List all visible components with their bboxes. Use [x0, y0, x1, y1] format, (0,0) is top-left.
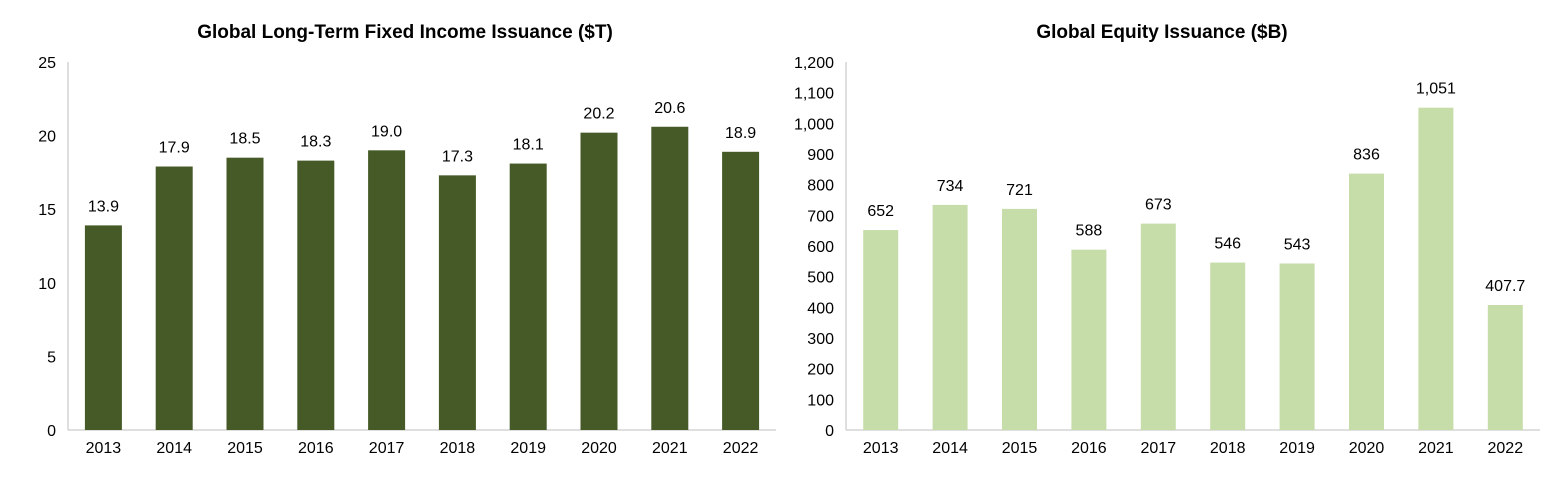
x-tick-label: 2018 — [1210, 440, 1246, 457]
bar-2021 — [1418, 107, 1454, 431]
y-tick-label: 1,000 — [794, 116, 834, 133]
y-tick-label: 300 — [807, 331, 834, 348]
x-tick-label: 2021 — [652, 440, 688, 457]
x-tick-label: 2015 — [227, 440, 263, 457]
x-tick-label: 2013 — [863, 440, 899, 457]
bar-2014 — [155, 166, 193, 430]
y-tick-label: 1,200 — [794, 55, 834, 72]
data-label: 1,051 — [1416, 81, 1456, 98]
x-tick-label: 2021 — [1418, 440, 1454, 457]
y-tick-label: 10 — [38, 276, 56, 293]
bar-2018 — [438, 175, 476, 430]
bar-2013 — [863, 230, 899, 430]
data-label: 17.9 — [159, 140, 190, 157]
bar-2016 — [297, 160, 335, 430]
x-tick-label: 2017 — [369, 440, 405, 457]
data-label: 20.2 — [583, 106, 614, 123]
x-tick-label: 2019 — [510, 440, 546, 457]
chart-2: Global Equity Issuance ($B) 0 100 200 300 400… — [794, 22, 1540, 457]
bar-2019 — [509, 163, 547, 430]
data-label: 17.3 — [442, 148, 473, 165]
y-tick-label: 25 — [38, 55, 56, 72]
bar-2021 — [651, 126, 689, 430]
data-label: 13.9 — [88, 198, 119, 215]
x-tick-label: 2016 — [1071, 440, 1107, 457]
data-label: 734 — [937, 178, 964, 195]
y-tick-label: 0 — [825, 423, 834, 440]
data-label: 407.7 — [1485, 278, 1525, 295]
x-tick-label: 2017 — [1141, 440, 1177, 457]
y-tick-label: 800 — [807, 178, 834, 195]
y-tick-label: 100 — [807, 392, 834, 409]
y-tick-label: 600 — [807, 239, 834, 256]
bar-2015 — [226, 157, 264, 430]
data-label: 673 — [1145, 197, 1172, 214]
x-tick-label: 2020 — [581, 440, 617, 457]
bar-2018 — [1210, 262, 1246, 430]
bar-2020 — [580, 132, 618, 430]
data-label: 652 — [867, 203, 894, 220]
bar-2019 — [1279, 263, 1315, 430]
bar-2017 — [368, 150, 406, 430]
x-tick-label: 2013 — [86, 440, 122, 457]
data-label: 19.0 — [371, 123, 402, 140]
y-tick-label: 200 — [807, 362, 834, 379]
y-tick-label: 1,100 — [794, 86, 834, 103]
data-label: 18.5 — [229, 131, 260, 148]
y-tick-label: 900 — [807, 147, 834, 164]
x-tick-label: 2020 — [1349, 440, 1385, 457]
x-tick-label: 2015 — [1002, 440, 1038, 457]
x-tick-label: 2014 — [932, 440, 968, 457]
x-tick-label: 2016 — [298, 440, 334, 457]
x-tick-label: 2014 — [156, 440, 192, 457]
data-label: 588 — [1076, 223, 1103, 240]
data-label: 18.9 — [725, 125, 756, 142]
bar-2013 — [84, 225, 122, 430]
y-tick-label: 400 — [807, 300, 834, 317]
data-label: 543 — [1284, 236, 1311, 253]
y-tick-label: 0 — [47, 423, 56, 440]
x-tick-label: 2018 — [440, 440, 476, 457]
bar-2022 — [1487, 304, 1523, 430]
bar-2014 — [932, 204, 968, 430]
bar-2020 — [1349, 173, 1384, 431]
data-label: 18.3 — [300, 134, 331, 151]
x-tick-label: 2019 — [1279, 440, 1315, 457]
data-label: 18.1 — [513, 137, 544, 154]
y-tick-label: 20 — [38, 129, 56, 146]
bar-2017 — [1140, 223, 1176, 430]
data-label: 836 — [1353, 147, 1380, 164]
y-tick-label: 500 — [807, 270, 834, 287]
data-label: 721 — [1006, 182, 1033, 199]
bar-2022 — [722, 151, 760, 431]
y-tick-label: 700 — [807, 208, 834, 225]
x-tick-label: 2022 — [1488, 440, 1524, 457]
chart-1: Global Long-Term Fixed Income Issuance (… — [38, 22, 776, 457]
y-tick-label: 15 — [38, 202, 56, 219]
data-label: 546 — [1214, 236, 1241, 253]
bar-2016 — [1071, 249, 1107, 430]
x-tick-label: 2022 — [723, 440, 759, 457]
y-tick-label: 5 — [47, 349, 56, 366]
data-label: 20.6 — [654, 100, 685, 117]
bar-2015 — [1002, 208, 1037, 430]
chart-title: Global Long-Term Fixed Income Issuance (… — [197, 22, 613, 43]
chart-title: Global Equity Issuance ($B) — [1036, 22, 1287, 43]
